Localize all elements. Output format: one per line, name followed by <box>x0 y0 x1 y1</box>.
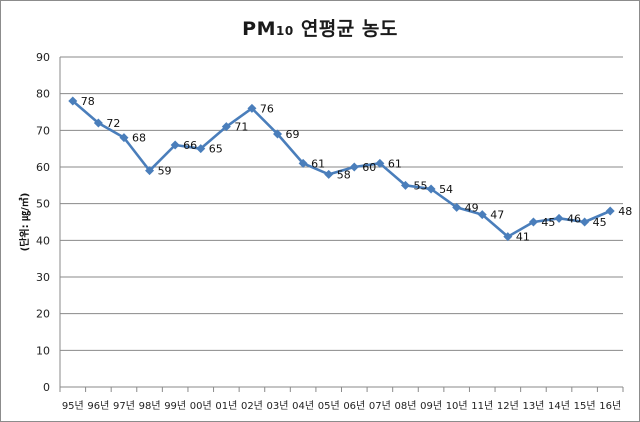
title-subscript: 10 <box>276 24 294 38</box>
x-tick-label: 06년 <box>343 400 365 412</box>
x-tick-label: 03년 <box>267 400 289 412</box>
y-tick-label: 40 <box>36 234 50 247</box>
x-tick-label: 01년 <box>215 400 237 412</box>
title-rest: 연평균 농도 <box>293 18 398 40</box>
data-point-marker <box>119 133 129 143</box>
chart-title: PM10 연평균 농도 <box>0 14 640 41</box>
data-point-marker <box>477 210 487 220</box>
data-label: 49 <box>465 201 479 214</box>
y-tick-label: 10 <box>36 344 50 357</box>
data-point-marker <box>375 158 385 168</box>
data-label: 59 <box>158 165 172 178</box>
y-tick-label: 60 <box>36 161 50 174</box>
y-tick-label: 0 <box>43 381 50 394</box>
series-line <box>68 96 615 242</box>
data-point-marker <box>426 184 436 194</box>
x-tick-label: 09년 <box>420 400 442 412</box>
data-label: 76 <box>260 102 274 115</box>
data-label: 45 <box>593 216 607 229</box>
data-label: 41 <box>516 231 530 244</box>
gridlines <box>59 56 623 388</box>
data-label: 72 <box>106 117 120 130</box>
x-tick-label: 96년 <box>87 400 109 412</box>
y-axis-label: (단위: ㎍/㎥) <box>18 193 31 252</box>
y-axis-ticks: 0 10 20 30 40 50 60 70 80 90 <box>36 51 50 394</box>
data-labels: 78 72 68 59 66 65 71 76 69 61 58 60 61 55 54 49 47 41 45 46… <box>81 95 632 244</box>
data-label: 66 <box>183 139 197 152</box>
data-point-marker <box>400 180 410 190</box>
data-point-marker <box>93 118 103 128</box>
y-tick-label: 70 <box>36 124 50 137</box>
data-label: 58 <box>337 168 351 181</box>
x-tick-label: 07년 <box>369 400 391 412</box>
data-label: 68 <box>132 132 146 145</box>
data-label: 69 <box>286 128 300 141</box>
data-point-marker <box>145 166 155 176</box>
data-point-marker <box>196 144 206 154</box>
data-point-marker <box>452 202 462 212</box>
x-tick-label: 02년 <box>241 400 263 412</box>
data-point-marker <box>221 122 231 132</box>
x-tick-label: 95년 <box>62 400 84 412</box>
x-tick-label: 97년 <box>113 400 135 412</box>
x-tick-label: 13년 <box>522 400 544 412</box>
x-tick-label: 00년 <box>190 400 212 412</box>
x-tick-label: 12년 <box>497 400 519 412</box>
y-tick-label: 90 <box>36 51 50 64</box>
data-point-marker <box>528 217 538 227</box>
data-label: 54 <box>439 183 453 196</box>
data-point-marker <box>247 103 257 113</box>
data-label: 47 <box>490 209 504 222</box>
data-point-marker <box>580 217 590 227</box>
x-tick-label: 10년 <box>446 400 468 412</box>
data-label: 48 <box>618 205 632 218</box>
series-line-path <box>71 100 611 238</box>
y-tick-label: 50 <box>36 198 50 211</box>
data-label: 45 <box>541 216 555 229</box>
data-point-marker <box>68 96 78 106</box>
data-label: 61 <box>388 157 402 170</box>
x-tick-label: 05년 <box>318 400 340 412</box>
data-point-marker <box>324 169 334 179</box>
data-label: 71 <box>234 121 248 134</box>
data-point-marker <box>273 129 283 139</box>
x-tick-label: 16년 <box>599 400 621 412</box>
y-tick-label: 20 <box>36 308 50 321</box>
x-axis-ticks: 95년 96년 97년 98년 99년 00년 01년 02년 03년 04년 05년 06년 07년 0… <box>59 387 624 412</box>
x-tick-label: 04년 <box>292 400 314 412</box>
data-point-marker <box>503 232 513 242</box>
y-tick-label: 80 <box>36 88 50 101</box>
x-tick-label: 11년 <box>471 400 493 412</box>
x-tick-label: 99년 <box>164 400 186 412</box>
title-main: PM <box>242 18 276 40</box>
data-label: 60 <box>362 161 376 174</box>
data-point-marker <box>554 213 564 223</box>
data-point-marker <box>349 162 359 172</box>
data-label: 78 <box>81 95 95 108</box>
data-point-marker <box>298 158 308 168</box>
data-point-marker <box>170 140 180 150</box>
x-tick-label: 08년 <box>395 400 417 412</box>
data-label: 61 <box>311 157 325 170</box>
x-tick-label: 15년 <box>574 400 596 412</box>
x-tick-label: 98년 <box>139 400 161 412</box>
x-tick-label: 14년 <box>548 400 570 412</box>
y-tick-label: 30 <box>36 271 50 284</box>
data-point-marker <box>605 206 615 216</box>
data-label: 55 <box>413 179 427 192</box>
data-label: 65 <box>209 143 223 156</box>
data-label: 46 <box>567 212 581 225</box>
